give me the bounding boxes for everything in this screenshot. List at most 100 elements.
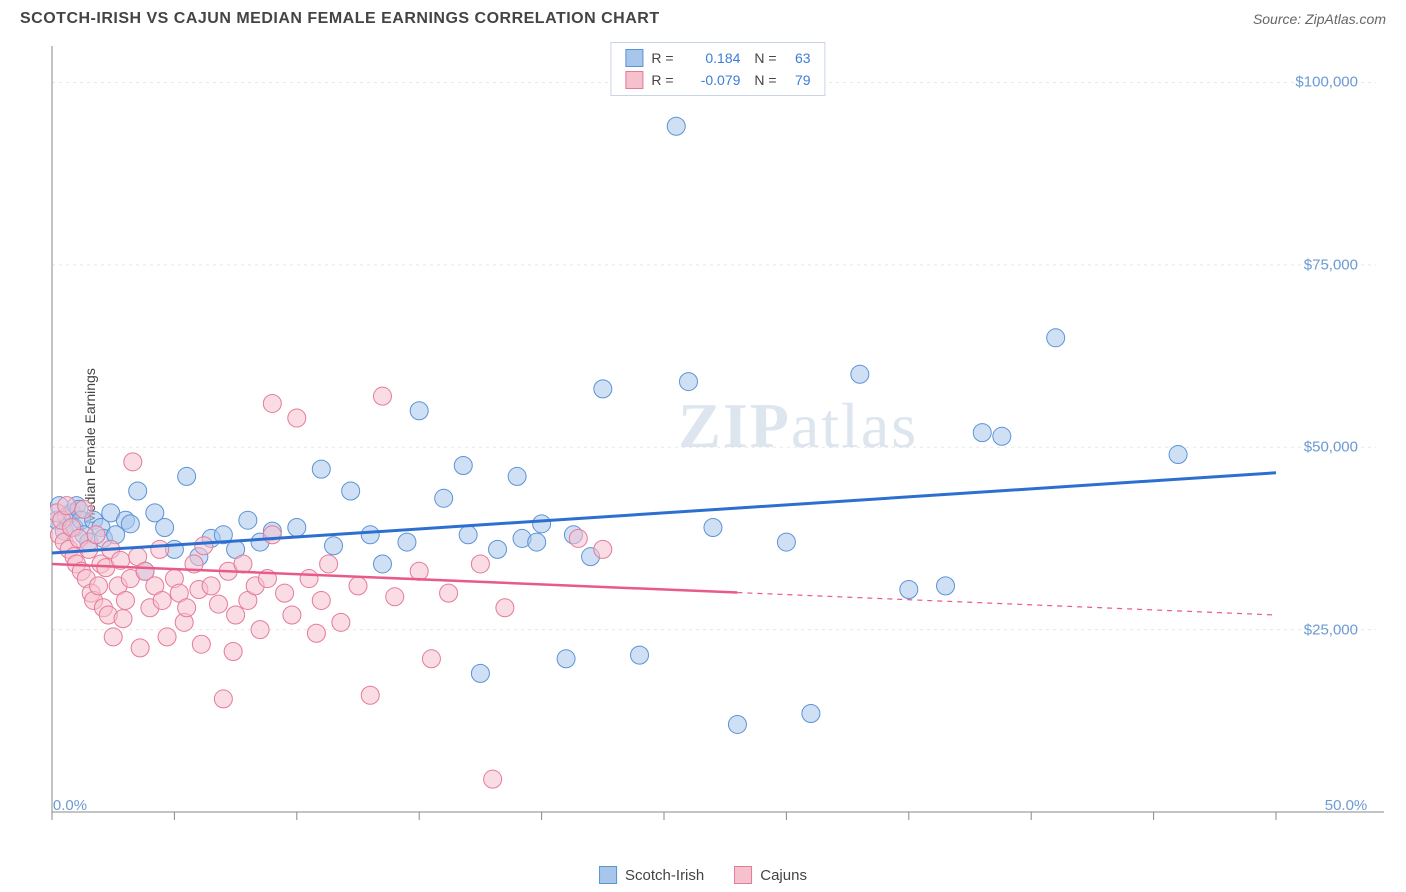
legend-swatch-scotch-irish [599, 866, 617, 884]
trend-line-solid [52, 473, 1276, 553]
correlation-legend-row-1: R = -0.079 N = 79 [611, 69, 824, 91]
scatter-point [156, 518, 174, 536]
scatter-point [227, 606, 245, 624]
scatter-point [667, 117, 685, 135]
series-legend-item-cajuns: Cajuns [734, 866, 807, 884]
scatter-point [307, 624, 325, 642]
n-value-scotch-irish: 63 [785, 50, 811, 66]
scatter-point [373, 387, 391, 405]
scatter-point [993, 427, 1011, 445]
scatter-point [342, 482, 360, 500]
scatter-point [114, 610, 132, 628]
scatter-point [104, 628, 122, 646]
scatter-point [594, 540, 612, 558]
scatter-point [528, 533, 546, 551]
legend-swatch-cajuns [625, 71, 643, 89]
scatter-point [151, 540, 169, 558]
scatter-chart-svg [50, 42, 1386, 842]
scatter-point [332, 613, 350, 631]
scatter-point [484, 770, 502, 788]
r-value-cajuns: -0.079 [685, 72, 740, 88]
scatter-point [263, 526, 281, 544]
legend-swatch-scotch-irish [625, 49, 643, 67]
scatter-point [58, 497, 76, 515]
x-tick-label: 50.0% [1325, 797, 1368, 814]
n-label: N = [754, 50, 776, 66]
scatter-point [320, 555, 338, 573]
scatter-point [471, 664, 489, 682]
scatter-point [496, 599, 514, 617]
correlation-legend: R = 0.184 N = 63 R = -0.079 N = 79 [610, 42, 825, 96]
scatter-point [153, 591, 171, 609]
scatter-point [679, 373, 697, 391]
scatter-point [440, 584, 458, 602]
scatter-point [1047, 329, 1065, 347]
chart-header: SCOTCH-IRISH VS CAJUN MEDIAN FEMALE EARN… [0, 0, 1406, 33]
scatter-point [422, 650, 440, 668]
scatter-point [251, 621, 269, 639]
scatter-point [214, 690, 232, 708]
x-tick-label: 0.0% [53, 797, 87, 814]
scatter-point [178, 599, 196, 617]
scatter-point [349, 577, 367, 595]
scatter-point [361, 686, 379, 704]
scatter-point [361, 526, 379, 544]
scatter-point [410, 562, 428, 580]
scatter-point [178, 467, 196, 485]
scatter-point [386, 588, 404, 606]
scatter-point [508, 467, 526, 485]
scatter-point [489, 540, 507, 558]
scatter-point [224, 643, 242, 661]
scatter-point [435, 489, 453, 507]
scatter-point [283, 606, 301, 624]
scatter-point [704, 518, 722, 536]
scatter-point [631, 646, 649, 664]
scatter-point [312, 460, 330, 478]
scatter-point [937, 577, 955, 595]
scatter-point [239, 511, 257, 529]
y-tick-label: $25,000 [1304, 621, 1358, 638]
scatter-point [75, 500, 93, 518]
legend-swatch-cajuns [734, 866, 752, 884]
scatter-point [777, 533, 795, 551]
scatter-point [471, 555, 489, 573]
scatter-point [557, 650, 575, 668]
scatter-point [973, 424, 991, 442]
n-value-cajuns: 79 [785, 72, 811, 88]
scatter-point [325, 537, 343, 555]
scatter-point [373, 555, 391, 573]
r-value-scotch-irish: 0.184 [685, 50, 740, 66]
scatter-point [851, 365, 869, 383]
scatter-point [124, 453, 142, 471]
scatter-point [802, 705, 820, 723]
r-label: R = [651, 72, 677, 88]
chart-source: Source: ZipAtlas.com [1253, 11, 1386, 27]
series-legend-item-scotch-irish: Scotch-Irish [599, 866, 704, 884]
scatter-point [533, 515, 551, 533]
scatter-point [234, 555, 252, 573]
scatter-point [454, 456, 472, 474]
trend-line-dashed [737, 593, 1276, 615]
chart-area: ZIPatlas R = 0.184 N = 63 R = -0.079 N =… [50, 42, 1386, 842]
series-legend-label-scotch-irish: Scotch-Irish [625, 867, 704, 884]
scatter-point [209, 595, 227, 613]
n-label: N = [754, 72, 776, 88]
scatter-point [263, 394, 281, 412]
scatter-point [728, 715, 746, 733]
y-tick-label: $100,000 [1295, 74, 1358, 91]
scatter-point [195, 537, 213, 555]
series-legend: Scotch-Irish Cajuns [599, 866, 807, 884]
scatter-point [288, 518, 306, 536]
scatter-point [594, 380, 612, 398]
correlation-legend-row-0: R = 0.184 N = 63 [611, 47, 824, 69]
scatter-point [158, 628, 176, 646]
series-legend-label-cajuns: Cajuns [760, 867, 807, 884]
scatter-point [276, 584, 294, 602]
scatter-point [131, 639, 149, 657]
scatter-point [300, 570, 318, 588]
r-label: R = [651, 50, 677, 66]
scatter-point [459, 526, 477, 544]
scatter-point [202, 577, 220, 595]
chart-title: SCOTCH-IRISH VS CAJUN MEDIAN FEMALE EARN… [20, 10, 660, 28]
scatter-point [900, 580, 918, 598]
